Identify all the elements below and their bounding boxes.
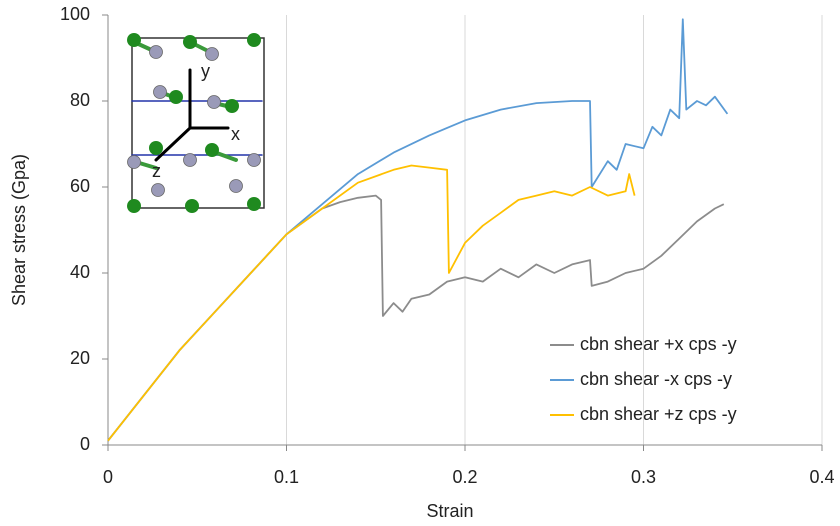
legend-label: cbn shear +x cps -y: [580, 334, 737, 354]
series-line: [107, 164, 636, 442]
y-tick-label: 20: [70, 348, 90, 368]
y-axis-label: Shear stress (Gpa): [9, 154, 29, 306]
y-tick-label: 100: [60, 4, 90, 24]
x-axis-label: Strain: [426, 501, 473, 521]
axis-annotation: y: [201, 61, 210, 81]
legend-label: cbn shear +z cps -y: [580, 404, 737, 424]
axis-annotation: z: [152, 161, 161, 181]
x-tick-label: 0.2: [452, 467, 477, 487]
y-tick-label: 40: [70, 262, 90, 282]
y-tick-label: 80: [70, 90, 90, 110]
y-tick-label: 60: [70, 176, 90, 196]
crystal-inset: y x z: [127, 33, 265, 213]
x-tick-label: 0.3: [631, 467, 656, 487]
x-tick-label: 0.1: [274, 467, 299, 487]
axis-annotation: x: [231, 124, 240, 144]
legend-label: cbn shear -x cps -y: [580, 369, 732, 389]
x-tick-label: 0: [103, 467, 113, 487]
y-tick-label: 0: [80, 434, 90, 454]
x-tick-label: 0.4: [809, 467, 834, 487]
